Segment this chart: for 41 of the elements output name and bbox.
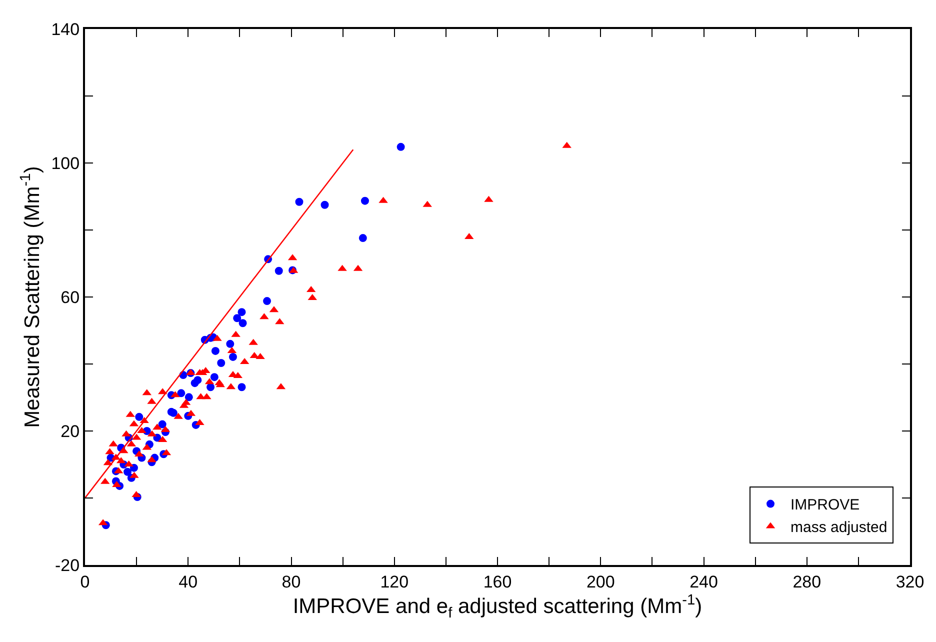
point <box>228 352 237 361</box>
point <box>320 200 329 209</box>
point <box>360 196 369 205</box>
x-tick-label: 280 <box>792 572 822 592</box>
point <box>130 464 138 472</box>
y-tick-label: 60 <box>60 288 80 307</box>
point <box>274 266 283 275</box>
point <box>295 198 304 206</box>
point <box>158 420 166 428</box>
y-tick-label: 140 <box>51 20 80 39</box>
legend-label: IMPROVE <box>790 496 860 514</box>
point <box>210 373 218 382</box>
point <box>206 383 215 392</box>
x-tick-label: 320 <box>896 572 924 592</box>
y-tick-label: 100 <box>51 154 80 173</box>
x-tick-label: 120 <box>380 572 409 592</box>
x-tick-label: 40 <box>178 572 198 592</box>
point <box>238 308 246 316</box>
point <box>194 376 202 384</box>
point <box>263 297 272 306</box>
x-tick-label: 0 <box>80 572 90 592</box>
point <box>233 314 242 322</box>
x-tick-label: 80 <box>282 572 301 592</box>
point <box>124 468 132 476</box>
x-axis-title: IMPROVE and e$_{f}$ adjusted scattering (Mm$^{-1}$) <box>292 592 702 622</box>
point <box>238 319 247 328</box>
point <box>184 393 193 402</box>
x-tick-label: 200 <box>586 572 615 592</box>
y-tick-label: 20 <box>60 422 80 441</box>
y-tick-label: -20 <box>55 556 80 575</box>
x-tick-label: 160 <box>483 572 512 592</box>
point <box>238 383 246 392</box>
point <box>177 389 186 398</box>
point <box>135 412 144 421</box>
point <box>211 346 220 355</box>
x-tick-label: 240 <box>690 572 718 592</box>
point <box>226 340 234 348</box>
point <box>358 234 367 242</box>
legend-label: mass adjusted <box>790 519 888 536</box>
point <box>217 359 226 367</box>
point <box>396 142 405 151</box>
